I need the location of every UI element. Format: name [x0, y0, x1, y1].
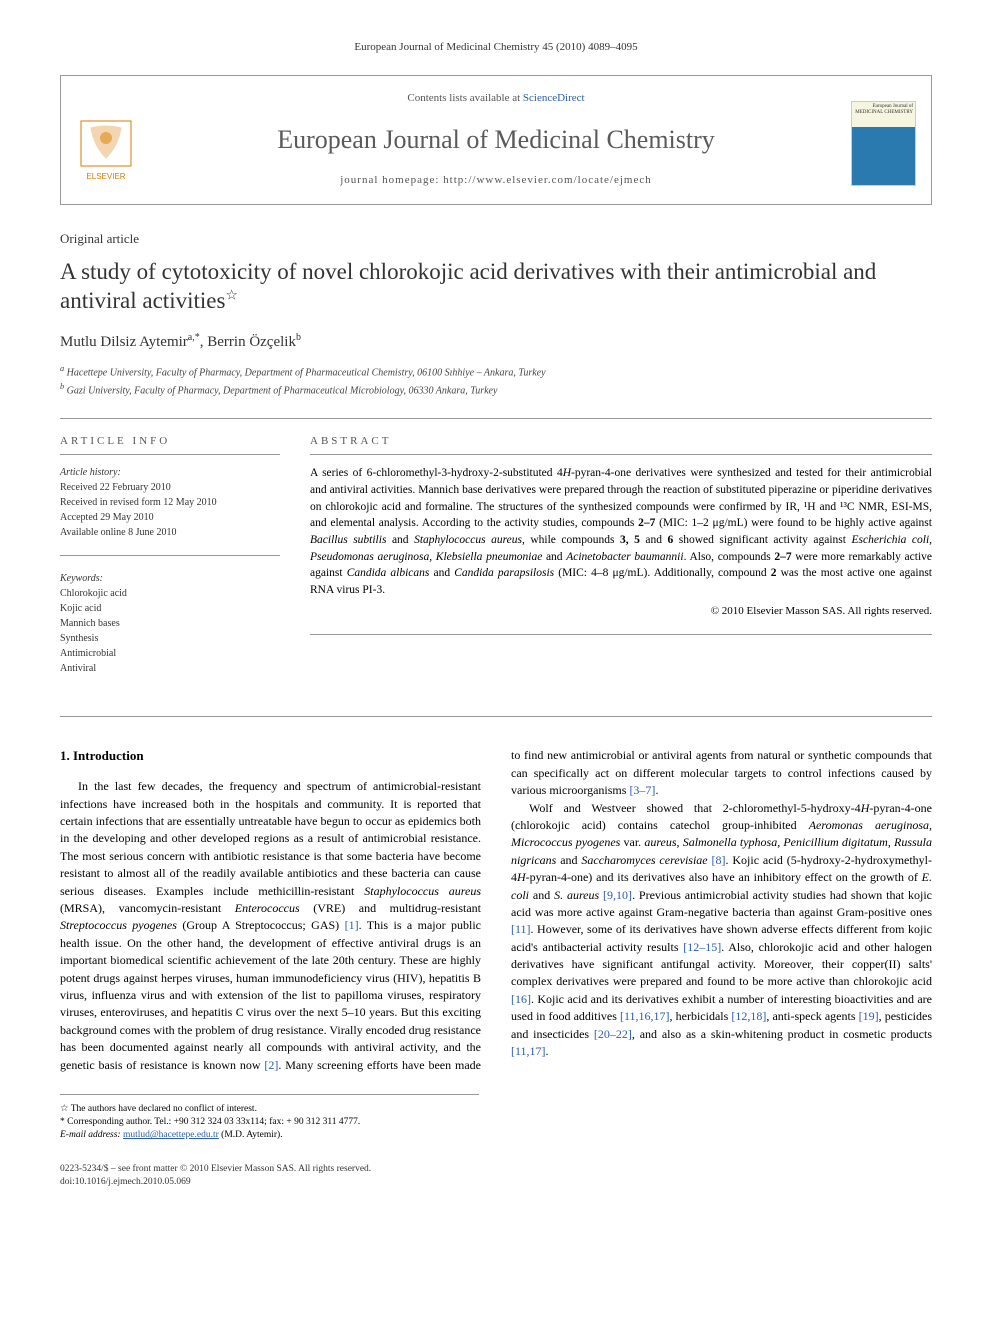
keyword: Chlorokojic acid: [60, 586, 280, 601]
journal-header-box: ELSEVIER European Journal of MEDICINAL C…: [60, 75, 932, 205]
keywords-block: Keywords: Chlorokojic acid Kojic acid Ma…: [60, 571, 280, 676]
author-2: Berrin Özçelik: [207, 334, 296, 350]
contents-available-line: Contents lists available at ScienceDirec…: [81, 91, 911, 106]
section-heading-introduction: 1. Introduction: [60, 747, 481, 766]
author-1: Mutlu Dilsiz Aytemir: [60, 334, 188, 350]
citation-link[interactable]: [3–7]: [629, 783, 655, 797]
journal-cover-thumbnail: European Journal of MEDICINAL CHEMISTRY: [851, 101, 916, 186]
keyword: Synthesis: [60, 631, 280, 646]
citation-link[interactable]: [2]: [264, 1058, 278, 1072]
article-info-heading: ARTICLE INFO: [60, 434, 280, 455]
citation-link[interactable]: [12,18]: [731, 1009, 766, 1023]
footnote-email: E-mail address: mutlud@hacettepe.edu.tr …: [60, 1129, 479, 1142]
body-section: 1. Introduction In the last few decades,…: [60, 747, 932, 1073]
keyword: Antimicrobial: [60, 646, 280, 661]
footnote-corresponding: * Corresponding author. Tel.: +90 312 32…: [60, 1116, 479, 1129]
svg-text:ELSEVIER: ELSEVIER: [86, 172, 125, 181]
citation-link[interactable]: [19]: [859, 1009, 879, 1023]
footer-issn: 0223-5234/$ – see front matter © 2010 El…: [60, 1163, 932, 1176]
abstract-text: A series of 6-chloromethyl-3-hydroxy-2-s…: [310, 465, 932, 598]
abstract-copyright: © 2010 Elsevier Masson SAS. All rights r…: [310, 604, 932, 619]
body-paragraph: Wolf and Westveer showed that 2-chlorome…: [511, 800, 932, 1061]
email-link[interactable]: mutlud@hacettepe.edu.tr: [123, 1130, 219, 1140]
homepage-url[interactable]: http://www.elsevier.com/locate/ejmech: [443, 174, 652, 186]
footnote-conflict: ☆ The authors have declared no conflict …: [60, 1103, 479, 1116]
keyword: Mannich bases: [60, 616, 280, 631]
divider: [60, 418, 932, 419]
article-type: Original article: [60, 230, 932, 248]
title-footnote-star: ☆: [225, 289, 238, 304]
article-history: Article history: Received 22 February 20…: [60, 465, 280, 540]
citation-link[interactable]: [8]: [708, 853, 726, 867]
citation-link[interactable]: [12–15]: [683, 940, 721, 954]
footer-doi: doi:10.1016/j.ejmech.2010.05.069: [60, 1176, 932, 1189]
header-citation: European Journal of Medicinal Chemistry …: [60, 40, 932, 55]
journal-name: European Journal of Medicinal Chemistry: [81, 122, 911, 158]
article-info-column: ARTICLE INFO Article history: Received 2…: [60, 434, 280, 691]
keyword: Antiviral: [60, 661, 280, 676]
keyword: Kojic acid: [60, 601, 280, 616]
article-title: A study of cytotoxicity of novel chlorok…: [60, 257, 932, 317]
page-footer: 0223-5234/$ – see front matter © 2010 El…: [60, 1163, 932, 1190]
abstract-heading: ABSTRACT: [310, 434, 932, 455]
affiliations: a Hacettepe University, Faculty of Pharm…: [60, 363, 932, 398]
citation-link[interactable]: [20–22]: [594, 1027, 632, 1041]
abstract-column: ABSTRACT A series of 6-chloromethyl-3-hy…: [310, 434, 932, 691]
citation-link[interactable]: [11,17]: [511, 1044, 546, 1058]
citation-link[interactable]: [16]: [511, 992, 531, 1006]
citation-link[interactable]: [11]: [511, 922, 531, 936]
sciencedirect-link[interactable]: ScienceDirect: [523, 92, 585, 104]
citation-link[interactable]: [11,16,17]: [620, 1009, 670, 1023]
authors-line: Mutlu Dilsiz Aytemira,*, Berrin Özçelikb: [60, 331, 932, 353]
citation-link[interactable]: [9,10]: [599, 888, 632, 902]
journal-homepage-line: journal homepage: http://www.elsevier.co…: [81, 173, 911, 188]
footnotes: ☆ The authors have declared no conflict …: [60, 1094, 479, 1143]
citation-link[interactable]: [1]: [345, 918, 359, 932]
elsevier-logo: ELSEVIER: [76, 116, 136, 186]
